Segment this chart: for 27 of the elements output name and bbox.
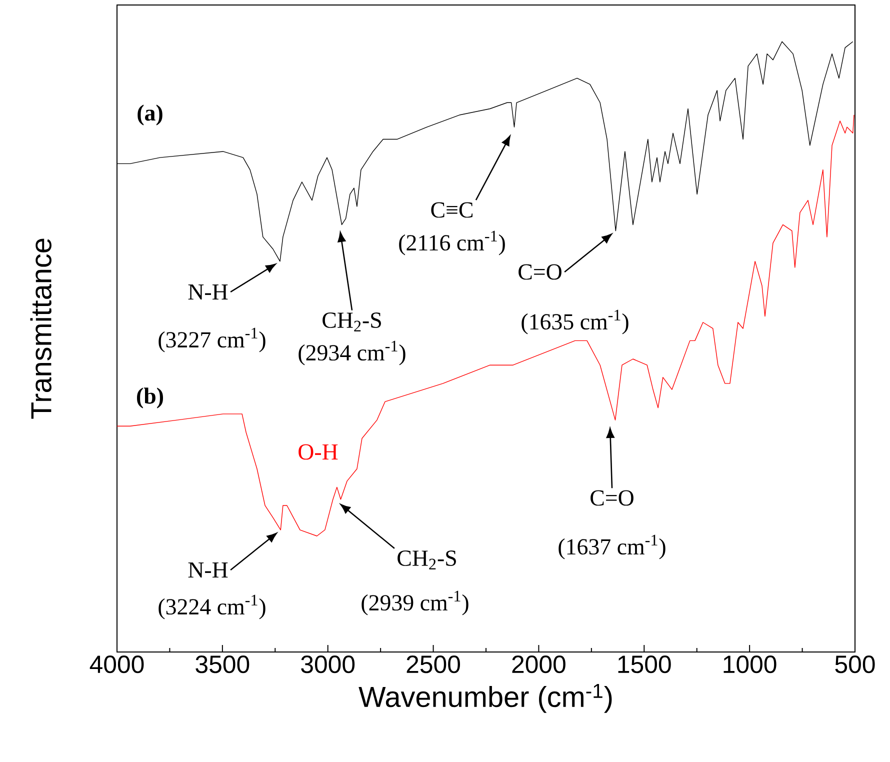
x-tick-label: 1000	[724, 656, 776, 674]
x-tick-label: 1500	[618, 656, 671, 674]
annotation: C=O	[590, 490, 634, 506]
annotation: (1637 cm$^{-1}$)	[558, 534, 666, 560]
x-tick-label: 3000	[301, 656, 355, 674]
x-tick-label: 500	[835, 656, 875, 674]
annotation: O-H	[298, 444, 338, 460]
annotation: (2939 cm$^{-1}$)	[362, 590, 468, 616]
annotation: C=O	[518, 264, 562, 280]
annotation: N-H	[188, 562, 228, 578]
x-tick-label: 4000	[90, 656, 144, 674]
x-axis-title: Wavenumber (cm$^{-1}$)	[358, 684, 612, 713]
annotation: CH$_{2}$-S	[398, 550, 456, 570]
annotation: (1635 cm$^{-1}$)	[522, 310, 628, 334]
y-axis-title: Transmittance	[30, 238, 52, 419]
x-tick-label: 2000	[512, 656, 566, 674]
x-tick-label: 2500	[406, 656, 460, 674]
annotation: C≡C	[431, 202, 472, 218]
annotation: (2934 cm$^{-1}$)	[298, 340, 406, 366]
annotation: CH$_{2}$-S	[322, 312, 381, 332]
annotation: (2116 cm$^{-1}$)	[399, 230, 505, 256]
annotation: (b)	[137, 388, 163, 408]
annotation: (3227 cm$^{-1}$)	[158, 328, 266, 352]
annotation: N-H	[188, 284, 228, 300]
annotation: (a)	[138, 104, 162, 126]
annotation: (3224 cm$^{-1}$)	[158, 594, 266, 620]
x-tick-label: 3500	[196, 656, 250, 674]
